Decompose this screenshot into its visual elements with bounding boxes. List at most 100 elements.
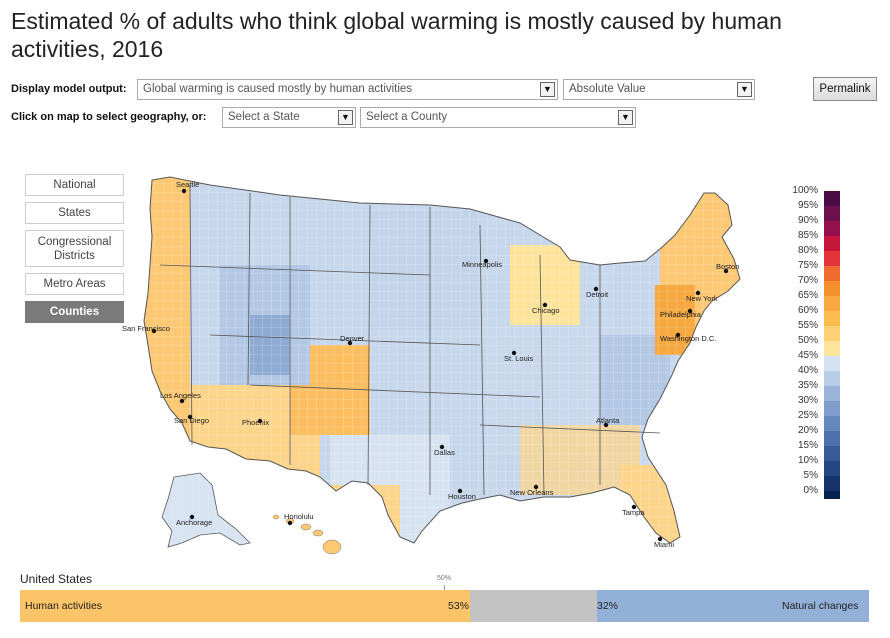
city-dot-honolulu: [287, 520, 293, 526]
city-dot-atlanta: [603, 422, 609, 428]
chevron-down-icon: ▼: [618, 110, 633, 125]
city-label-chicago: Chicago: [532, 306, 560, 315]
city-label-seattle: Seattle: [176, 180, 199, 189]
city-dot-denver: [347, 340, 353, 346]
county-select[interactable]: Select a County ▼: [360, 107, 636, 128]
legend-swatch: [824, 356, 840, 371]
natural-changes-label: Natural changes: [782, 600, 859, 612]
city-label-phoenix: Phoenix: [242, 418, 269, 427]
permalink-button[interactable]: Permalink: [813, 77, 877, 101]
city-dot-tampa: [631, 504, 637, 510]
legend-swatch: [824, 311, 840, 326]
legend-label: 50%: [797, 335, 818, 346]
legend-label: 45%: [797, 350, 818, 361]
legend-swatch: [824, 476, 840, 491]
city-dot-anchorage: [189, 514, 195, 520]
geography-label: Click on map to select geography, or:: [11, 111, 207, 123]
state-select[interactable]: Select a State ▼: [222, 107, 356, 128]
legend-swatch: [824, 326, 840, 341]
neither-bar: [470, 590, 597, 622]
legend-label: 20%: [797, 425, 818, 436]
geo-button-congressional-districts[interactable]: Congressional Districts: [25, 230, 124, 267]
city-label-atlanta: Atlanta: [596, 416, 620, 425]
city-dot-st-louis: [511, 350, 517, 356]
city-dot-houston: [457, 488, 463, 494]
legend-label: 40%: [797, 365, 818, 376]
city-label-los-angeles: Los Angeles: [160, 391, 201, 400]
city-label-miami: Miami: [654, 540, 674, 549]
city-label-honolulu: Honolulu: [284, 512, 314, 521]
human-activities-label: Human activities: [25, 600, 103, 612]
city-label-st-louis: St. Louis: [504, 354, 533, 363]
legend-swatch: [824, 221, 840, 236]
model-output-value: Global warming is caused mostly by human…: [143, 83, 413, 95]
legend-swatch: [824, 206, 840, 221]
human-activities-value: 53%: [448, 600, 470, 612]
legend-label: 90%: [797, 215, 818, 226]
legend-label: 35%: [797, 380, 818, 391]
legend-swatch: [824, 296, 840, 311]
city-dot-los-angeles: [179, 398, 185, 404]
us-county-map[interactable]: Seattle San Francisco Los Angeles San Di…: [100, 165, 780, 570]
city-dot-san-diego: [187, 414, 193, 420]
legend-swatch: [824, 401, 840, 416]
value-type-select[interactable]: Absolute Value ▼: [563, 79, 755, 100]
fifty-percent-tick-label: 50%: [437, 575, 452, 582]
city-label-new-orleans: New Orleans: [510, 488, 554, 497]
city-dot-boston: [723, 268, 729, 274]
geo-button-counties[interactable]: Counties: [25, 301, 124, 323]
city-label-new-york: New York: [686, 294, 718, 303]
legend-label: 70%: [797, 275, 818, 286]
summary-region-label: United States: [20, 572, 93, 586]
city-label-detroit: Detroit: [586, 290, 609, 299]
geo-button-national[interactable]: National: [25, 174, 124, 196]
city-dot-washington: [675, 332, 681, 338]
city-dot-seattle: [181, 188, 187, 194]
city-label-san-francisco: San Francisco: [122, 324, 170, 333]
legend-swatch: [824, 371, 840, 386]
city-dot-minneapolis: [483, 258, 489, 264]
city-label-anchorage: Anchorage: [176, 518, 212, 527]
county-select-value: Select a County: [366, 111, 448, 123]
geo-button-states[interactable]: States: [25, 202, 124, 224]
geo-button-metro-areas[interactable]: Metro Areas: [25, 273, 124, 295]
alaska-grid: [162, 473, 252, 549]
state-select-value: Select a State: [228, 111, 300, 123]
city-dot-detroit: [593, 286, 599, 292]
fifty-percent-tick: [444, 585, 445, 591]
city-dot-philadelphia: [687, 308, 693, 314]
value-type-value: Absolute Value: [569, 83, 646, 95]
hawaii: [272, 514, 342, 555]
legend-swatch: [824, 236, 840, 251]
city-dot-san-francisco: [151, 328, 157, 334]
legend-swatch: [824, 416, 840, 431]
city-label-san-diego: San Diego: [174, 416, 209, 425]
chevron-down-icon: ▼: [540, 82, 555, 97]
display-model-label: Display model output:: [11, 83, 127, 95]
legend-swatch: [824, 431, 840, 446]
city-dot-dallas: [439, 444, 445, 450]
natural-changes-bar: [597, 590, 869, 622]
page-title: Estimated % of adults who think global w…: [11, 8, 782, 62]
city-label-houston: Houston: [448, 492, 476, 501]
chevron-down-icon: ▼: [737, 82, 752, 97]
legend-label: 30%: [797, 395, 818, 406]
legend-label: 60%: [797, 305, 818, 316]
city-label-washington: Washington D.C.: [660, 334, 716, 343]
legend-swatch: [824, 446, 840, 461]
legend-label: 80%: [797, 245, 818, 256]
city-dot-chicago: [542, 302, 548, 308]
legend-label: 95%: [797, 200, 818, 211]
chevron-down-icon: ▼: [338, 110, 353, 125]
city-label-tampa: Tampa: [622, 508, 645, 517]
legend-label: 5%: [803, 470, 818, 481]
legend-swatch: [824, 461, 840, 476]
legend-swatch: [824, 266, 840, 281]
human-activities-bar: [20, 590, 470, 622]
legend-label: 75%: [797, 260, 818, 271]
city-label-boston: Boston: [716, 262, 739, 271]
legend-label: 10%: [797, 455, 818, 466]
city-label-dallas: Dallas: [434, 448, 455, 457]
model-output-select[interactable]: Global warming is caused mostly by human…: [137, 79, 558, 100]
legend-label: 25%: [797, 410, 818, 421]
